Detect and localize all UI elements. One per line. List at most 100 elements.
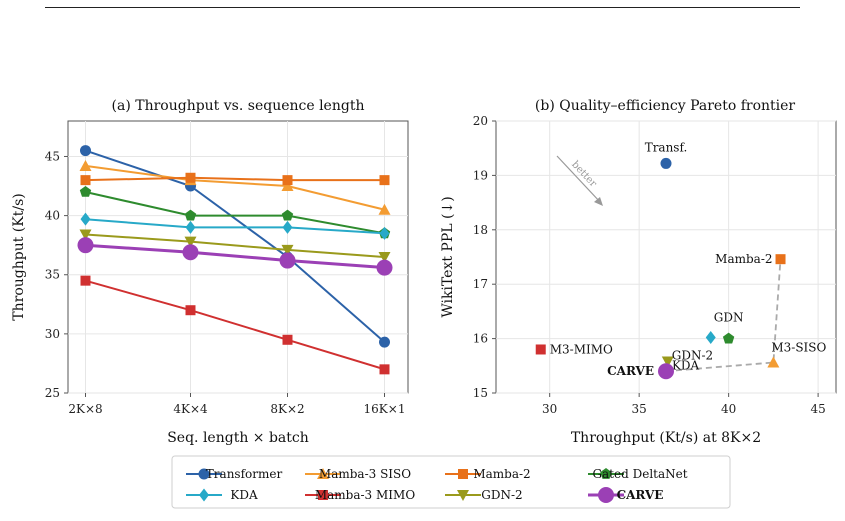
- point-label: M3-SISO: [771, 341, 826, 355]
- series-mamba-3-siso: [79, 159, 391, 215]
- legend-item-mamba-2: Mamba-2: [445, 467, 531, 481]
- series-gdn-2: [79, 229, 391, 263]
- legend-item-gdn-2: GDN-2: [445, 488, 523, 502]
- data-point: [379, 226, 390, 240]
- y-tick-label: 25: [45, 386, 60, 400]
- point-label: CARVE: [607, 364, 654, 378]
- data-point: [379, 336, 390, 348]
- y-tick-label: 17: [473, 277, 488, 291]
- point-kda-marker: [705, 331, 716, 345]
- y-tick-label: 30: [45, 327, 60, 341]
- point-label: KDA: [672, 359, 700, 373]
- data-point: [79, 186, 92, 197]
- y-tick-label: 35: [45, 268, 60, 282]
- point-carve: CARVE: [607, 363, 674, 380]
- data-point: [279, 252, 296, 269]
- legend-label: Transformer: [206, 467, 283, 481]
- series-line: [85, 149, 386, 343]
- series-line: [85, 164, 385, 211]
- panel-b: (b) Quality–efficiency Pareto frontier 1…: [440, 98, 837, 446]
- series-kda: [80, 212, 390, 240]
- top-rule: [45, 7, 800, 8]
- data-point: [379, 175, 390, 186]
- legend-swatch-marker: [198, 468, 210, 480]
- panel-a-title: (a) Throughput vs. sequence length: [112, 98, 365, 114]
- data-point: [376, 259, 393, 276]
- panel-a-xlabel: Seq. length × batch: [167, 430, 309, 446]
- x-tick-label: 30: [542, 402, 557, 416]
- legend-label: Mamba-3 MIMO: [315, 488, 415, 502]
- data-point: [282, 220, 293, 234]
- legend-label: GDN-2: [481, 488, 522, 502]
- data-point: [80, 275, 91, 286]
- data-point: [535, 344, 546, 355]
- data-point: [80, 212, 91, 226]
- panel-b-grid: [496, 120, 836, 394]
- legend-label: Mamba-3 SISO: [319, 467, 411, 481]
- data-point: [281, 180, 294, 192]
- x-tick-label: 40: [721, 402, 736, 416]
- y-tick-label: 40: [45, 209, 60, 223]
- data-point: [658, 363, 674, 380]
- data-point: [379, 364, 390, 375]
- panel-b-ylabel: WikiText PPL (↓): [440, 196, 456, 317]
- point-mamba-2: Mamba-2: [715, 252, 786, 266]
- x-tick-label: 2K×8: [68, 402, 102, 416]
- legend-swatch-marker: [457, 490, 469, 501]
- data-point: [660, 157, 672, 169]
- point-label: M3-MIMO: [550, 342, 613, 356]
- panel-b-ticks: 15 16 17 18 19 20 30 35 40 45: [473, 114, 826, 416]
- data-point: [182, 244, 199, 261]
- series-mamba-2: [80, 172, 390, 186]
- x-tick-label: 8K×2: [270, 402, 304, 416]
- legend-item-mamba-3-mimo: Mamba-3 MIMO: [305, 488, 415, 502]
- data-point: [378, 203, 391, 215]
- point-m3-mimo: M3-MIMO: [535, 342, 613, 356]
- series-carve: [77, 237, 393, 276]
- legend-item-mamba-3-siso: Mamba-3 SISO: [305, 467, 411, 481]
- data-point: [185, 305, 196, 316]
- y-tick-label: 15: [473, 386, 488, 400]
- legend-item-kda: KDA: [186, 488, 258, 502]
- point-label: Mamba-2: [715, 252, 772, 266]
- point-gdn: GDN: [714, 311, 744, 344]
- x-tick-label: 4K×4: [173, 402, 208, 416]
- legend-label: KDA: [230, 488, 258, 502]
- data-point: [281, 209, 294, 221]
- y-tick-label: 18: [473, 223, 488, 237]
- better-arrow: better: [556, 155, 603, 206]
- legend: Transformer Mamba-3 SISO Mamba-2 Gated Delt…: [171, 455, 731, 509]
- data-point: [767, 356, 780, 368]
- data-point: [80, 145, 91, 157]
- point-kda: KDA: [672, 359, 700, 373]
- data-point: [185, 172, 196, 183]
- data-point: [705, 331, 716, 345]
- data-point: [185, 220, 196, 234]
- panel-b-xlabel: Throughput (Kt/s) at 8K×2: [571, 430, 761, 446]
- legend-swatch-marker: [600, 468, 612, 479]
- y-tick-label: 20: [473, 114, 488, 128]
- series-line: [85, 233, 385, 258]
- legend-item-gated-deltanet: Gated DeltaNet: [588, 467, 688, 481]
- data-point: [79, 159, 92, 171]
- y-tick-label: 45: [45, 149, 60, 163]
- legend-swatch-marker: [318, 490, 328, 500]
- series-mamba-3-mimo: [80, 275, 390, 375]
- point-label: GDN: [714, 311, 744, 325]
- legend-swatch-marker: [317, 468, 329, 479]
- data-point: [80, 175, 91, 186]
- point-m3-siso: M3-SISO: [767, 341, 827, 368]
- pareto-frontier: [665, 259, 782, 373]
- panel-a-ticks: 25 30 35 40 45 2K×8 4K×4 8K×2 16K×1: [45, 149, 406, 416]
- data-point: [775, 254, 786, 265]
- data-point: [77, 237, 94, 254]
- point-label: Transf.: [645, 140, 688, 154]
- legend-label: CARVE: [617, 488, 664, 502]
- data-point: [722, 332, 735, 344]
- y-tick-label: 16: [473, 332, 488, 346]
- panel-a-ylabel: Throughput (Kt/s): [11, 193, 27, 320]
- legend-item-carve: CARVE: [588, 487, 663, 503]
- point-transf-: Transf.: [645, 140, 688, 169]
